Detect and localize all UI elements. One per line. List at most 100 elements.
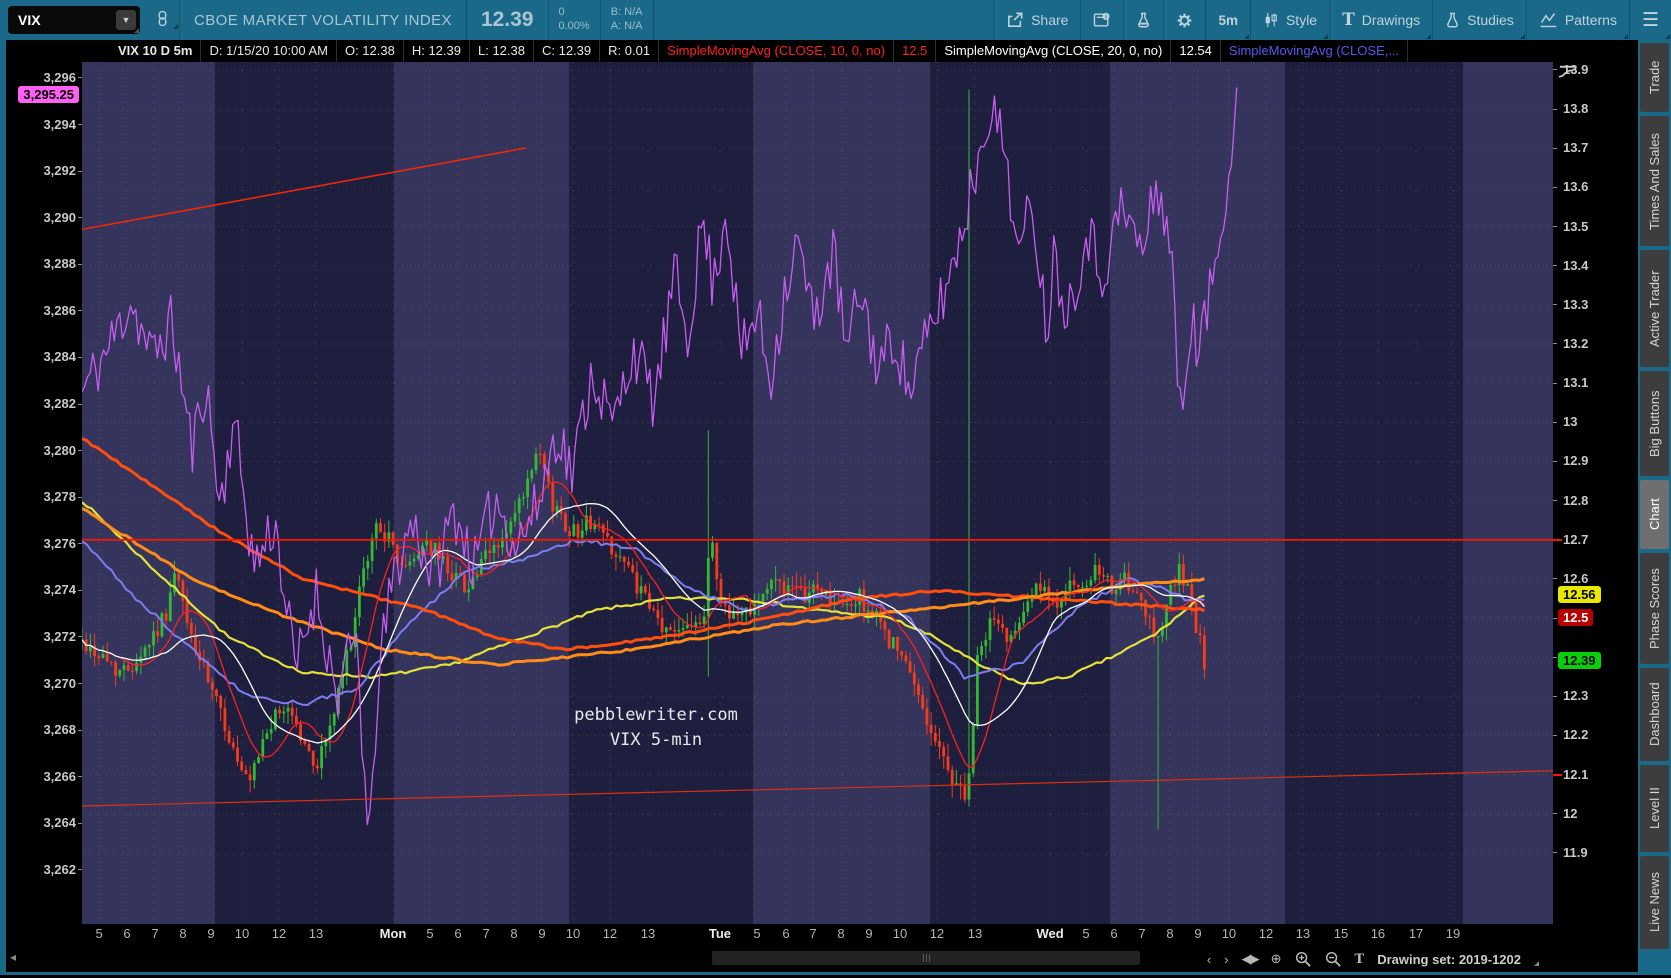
curve-icon[interactable] (1557, 64, 1578, 85)
tick (78, 543, 82, 545)
sidebar-tab-phase-scores[interactable]: Phase Scores (1640, 553, 1669, 664)
symbol-input[interactable]: VIX ▼ (8, 6, 140, 34)
svg-text:pebblewriter.com: pebblewriter.com (574, 705, 738, 725)
svg-text:i: i (1106, 14, 1108, 20)
sidebar-tab-live-news[interactable]: Live News (1640, 856, 1669, 949)
study-label[interactable]: SimpleMovingAvg (CLOSE, 20, 0, no) (936, 40, 1172, 62)
symbol-link-button[interactable] (146, 10, 179, 30)
time-axis-hour-label: 9 (207, 926, 215, 942)
tick (1553, 147, 1557, 149)
menu-icon: ☰ (1641, 9, 1659, 31)
left-axis-label: 3,288 (43, 256, 76, 272)
ohlc-field: R: 0.01 (600, 40, 660, 62)
tick (1553, 69, 1557, 71)
settings-button[interactable] (1163, 0, 1205, 40)
chart-plot-area[interactable]: pebblewriter.com VIX 5-min (82, 61, 1553, 927)
step-back-icon[interactable]: ‹ (1206, 951, 1212, 967)
study-label[interactable]: SimpleMovingAvg (CLOSE, 10, 0, no) (659, 40, 895, 62)
drawing-set-selector[interactable]: Drawing set: 2019-1202 (1377, 951, 1521, 967)
news-button[interactable]: i (1080, 0, 1123, 40)
time-axis-hour-label: 6 (782, 926, 790, 942)
tick (1553, 186, 1557, 188)
bottom-bar: ◂ ‹ › ◀▶ ⊕ T Drawing set: 2019-1202 (6, 946, 1638, 972)
sidebar-tab-times-and-sales[interactable]: Times And Sales (1640, 116, 1669, 246)
time-axis-hour-label: 12 (602, 926, 618, 942)
tick (78, 170, 82, 172)
time-axis-hour-label: 13 (308, 926, 324, 942)
left-axis-label: 3,294 (43, 116, 76, 132)
right-axis-label: 13.9 (1563, 61, 1589, 77)
time-axis-hour-label: 10 (234, 926, 250, 942)
sidebar-tab-big-buttons[interactable]: Big Buttons (1640, 371, 1669, 476)
right-axis-label: 13.1 (1563, 375, 1589, 391)
time-axis-hour-label: 9 (538, 926, 546, 942)
time-axis-hour-label: 12 (271, 926, 287, 942)
analyze-button[interactable] (1123, 0, 1163, 40)
sidebar-tab-active-trader[interactable]: Active Trader (1640, 250, 1669, 367)
share-button[interactable]: Share (993, 0, 1080, 40)
left-axis-label: 3,270 (43, 675, 76, 691)
pan-icon[interactable]: ◀▶ (1241, 951, 1260, 967)
right-axis-label: 13.4 (1563, 257, 1589, 273)
toolbar-separator (652, 0, 654, 40)
style-label: Style (1285, 12, 1318, 28)
ohlc-field: O: 12.38 (337, 40, 404, 62)
style-button[interactable]: Style (1249, 0, 1329, 40)
crosshair-icon[interactable]: ⊕ (1270, 951, 1282, 967)
ohlc-field: L: 12.38 (470, 40, 534, 62)
sidebar-tab-chart[interactable]: Chart (1640, 480, 1669, 549)
price-badge-12.56: 12.56 (1558, 585, 1601, 603)
scrollbar-thumb[interactable] (712, 951, 1140, 966)
left-axis[interactable]: 3,296 3,294 3,292 3,290 3,288 3,286 3,284 3,282… (6, 61, 82, 925)
drawings-button[interactable]: T Drawings (1329, 0, 1432, 40)
tick (78, 217, 82, 219)
chart-menu-button[interactable]: ☰ (1628, 0, 1671, 40)
left-axis-label: 3,272 (43, 628, 76, 644)
study-value: 12.54 (1171, 40, 1221, 62)
toolbar-separator (599, 0, 601, 40)
ohlc-field: C: 12.39 (534, 40, 601, 62)
right-axis-label: 13.3 (1563, 296, 1589, 312)
left-axis-label: 3,286 (43, 302, 76, 318)
sidebar-tab-level-ii[interactable]: Level II (1640, 765, 1669, 852)
timeframe-button[interactable]: 5m (1205, 0, 1250, 40)
tick (78, 124, 82, 125)
share-icon (1006, 12, 1024, 28)
left-axis-label: 3,264 (43, 815, 76, 831)
studies-button[interactable]: Studies (1432, 0, 1526, 40)
time-axis[interactable]: 5 6 7 8 9 10 12 13 Mon 5 6 7 8 9 10 12 13 Tue 5 6 7 8 9 10 12 13 W… (6, 924, 1638, 947)
step-forward-icon[interactable]: › (1224, 951, 1229, 967)
study-label[interactable]: SimpleMovingAvg (CLOSE,... (1221, 40, 1409, 62)
text-note-icon[interactable]: T (1354, 951, 1365, 967)
zoom-in-icon[interactable] (1295, 951, 1312, 968)
time-axis-hour-label: 16 (1370, 926, 1386, 942)
left-axis-label: 3,276 (43, 535, 76, 551)
text-tool-icon: T (1342, 10, 1355, 30)
tick (1553, 343, 1557, 345)
tick (1553, 108, 1557, 110)
scroll-left-arrow[interactable]: ◂ (10, 950, 17, 965)
right-axis-label: 12.6 (1563, 570, 1589, 586)
drawing-set-corner (1534, 960, 1539, 966)
time-axis-hour-label: 13 (640, 926, 656, 942)
time-axis-hour-label: 12 (1258, 926, 1274, 942)
right-axis[interactable]: 13.9 13.8 13.7 13.6 13.5 13.4 13.3 13.2 13.1 13 12… (1553, 61, 1638, 925)
right-axis-label: 13.6 (1563, 179, 1589, 195)
symbol-dropdown-arrow[interactable]: ▼ (116, 10, 136, 30)
symbol-group: VIX ▼ (0, 0, 179, 40)
time-axis-hour-label: 12 (929, 926, 945, 942)
patterns-button[interactable]: Patterns (1525, 0, 1629, 40)
right-axis-label: 12.3 (1563, 688, 1589, 704)
time-axis-hour-label: 9 (1194, 926, 1202, 942)
time-axis-hour-label: 9 (865, 926, 873, 942)
tick (78, 310, 82, 312)
sidebar-tab-dashboard[interactable]: Dashboard (1640, 668, 1669, 761)
left-axis-label: 3,278 (43, 489, 76, 505)
tick (1553, 578, 1557, 580)
patterns-label: Patterns (1564, 12, 1617, 28)
sidebar-tab-trade[interactable]: Trade (1640, 43, 1669, 112)
left-axis-label: 3,292 (43, 163, 76, 179)
zoom-out-icon[interactable] (1325, 951, 1342, 968)
symbol-value[interactable]: VIX (18, 12, 41, 28)
tick (78, 450, 82, 452)
